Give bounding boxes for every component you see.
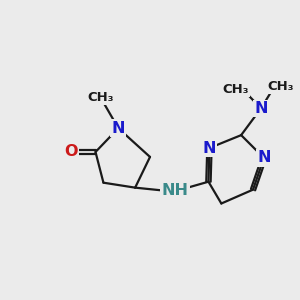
Text: N: N (112, 121, 125, 136)
Text: O: O (64, 145, 77, 160)
Text: N: N (254, 101, 268, 116)
Text: CH₃: CH₃ (268, 80, 294, 93)
Text: CH₃: CH₃ (87, 91, 114, 104)
Text: CH₃: CH₃ (222, 83, 248, 96)
Text: NH: NH (161, 183, 188, 198)
Text: N: N (203, 140, 216, 155)
Text: N: N (257, 150, 271, 165)
